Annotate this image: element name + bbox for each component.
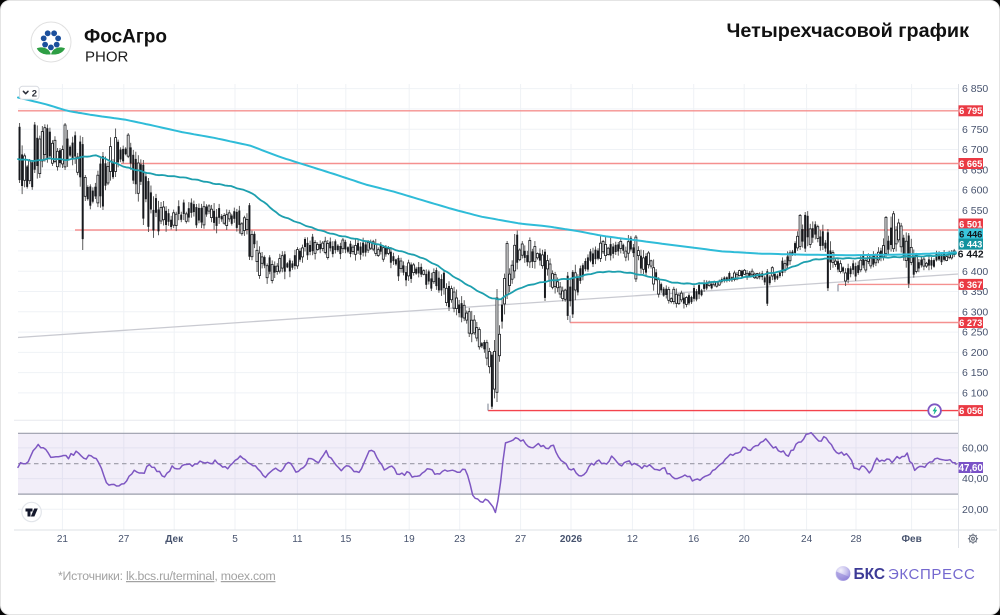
svg-text:5: 5 <box>232 534 238 545</box>
svg-text:23: 23 <box>454 534 466 545</box>
svg-text:ФосАгро: ФосАгро <box>84 27 167 48</box>
svg-text:6 150: 6 150 <box>962 367 988 379</box>
svg-text:19: 19 <box>404 534 416 545</box>
svg-text:6 056: 6 056 <box>959 406 982 416</box>
svg-text:6 795: 6 795 <box>959 106 982 116</box>
svg-text:6 250: 6 250 <box>962 327 988 339</box>
svg-text:ЭКСПРЕСС: ЭКСПРЕСС <box>888 566 975 583</box>
svg-text:20,00: 20,00 <box>962 504 988 516</box>
svg-text:20: 20 <box>739 534 751 545</box>
svg-text:6 443: 6 443 <box>959 240 982 250</box>
svg-text:Четырехчасовой график: Четырехчасовой график <box>727 20 970 42</box>
svg-text:PHOR: PHOR <box>85 49 129 66</box>
svg-text:27: 27 <box>515 534 527 545</box>
svg-text:6 550: 6 550 <box>962 205 988 217</box>
svg-text:*Источники: lk.bcs.ru/terminal: *Источники: lk.bcs.ru/terminal, moex.com <box>58 569 275 583</box>
svg-text:11: 11 <box>292 534 303 545</box>
svg-text:6 442: 6 442 <box>958 250 984 261</box>
svg-text:28: 28 <box>850 534 862 545</box>
svg-text:2026: 2026 <box>560 534 583 545</box>
svg-text:6 665: 6 665 <box>959 159 982 169</box>
svg-text:БКС: БКС <box>854 566 886 583</box>
svg-text:60,00: 60,00 <box>962 443 988 455</box>
svg-text:Фев: Фев <box>901 534 921 545</box>
svg-text:12: 12 <box>627 534 639 545</box>
svg-text:6 367: 6 367 <box>959 280 982 290</box>
svg-text:6 850: 6 850 <box>962 83 988 95</box>
svg-text:6 200: 6 200 <box>962 347 988 359</box>
svg-text:6 400: 6 400 <box>962 266 988 278</box>
svg-text:Дек: Дек <box>165 534 184 545</box>
svg-text:6 600: 6 600 <box>962 185 988 197</box>
svg-text:6 700: 6 700 <box>962 144 988 156</box>
svg-text:6 446: 6 446 <box>959 229 982 239</box>
svg-text:15: 15 <box>340 534 352 545</box>
svg-text:6 300: 6 300 <box>962 306 988 318</box>
svg-text:6 501: 6 501 <box>959 219 982 229</box>
svg-text:2: 2 <box>32 89 37 100</box>
svg-text:16: 16 <box>688 534 700 545</box>
svg-text:47,60: 47,60 <box>959 463 983 474</box>
svg-text:6 273: 6 273 <box>959 318 982 328</box>
svg-text:24: 24 <box>801 534 813 545</box>
svg-text:40,00: 40,00 <box>962 473 988 485</box>
svg-text:27: 27 <box>118 534 130 545</box>
svg-text:6 100: 6 100 <box>962 388 988 400</box>
svg-text:21: 21 <box>57 534 69 545</box>
svg-text:6 750: 6 750 <box>962 124 988 136</box>
